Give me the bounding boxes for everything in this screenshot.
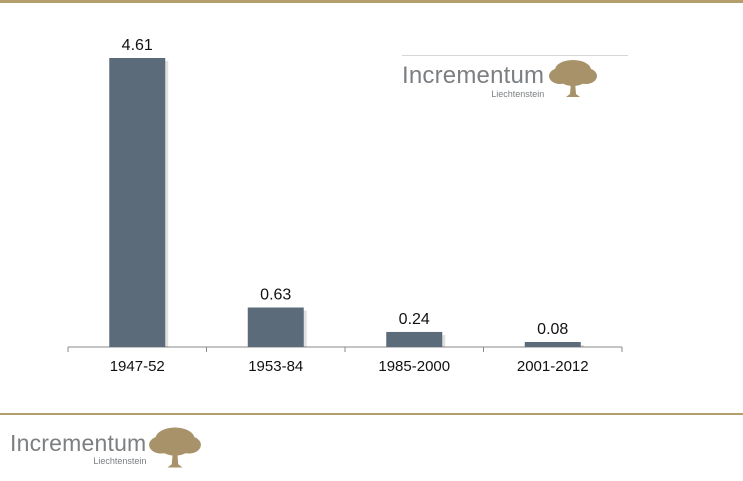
category-tick-label: 1985-2000 — [378, 358, 450, 375]
logo-rule — [402, 55, 628, 56]
bar-1953-84 — [247, 307, 304, 347]
bar-chart: 4.61 1947-52 0.63 1953-84 0.24 1985-2000 0.08 2… — [67, 37, 623, 375]
logo-subtitle: Liechtenstein — [491, 89, 545, 99]
bar-2001-2012 — [524, 341, 581, 347]
bar-1947-52 — [109, 58, 166, 347]
top-divider — [0, 0, 743, 3]
bar-1985-2000 — [386, 331, 443, 347]
footer-tree-icon — [149, 427, 202, 468]
bar-value-label: 0.63 — [260, 287, 291, 304]
footer-logo-title: Incrementum — [10, 430, 147, 456]
logo-title: Incrementum — [402, 62, 545, 89]
bar-value-label: 0.08 — [537, 321, 568, 338]
chart-panel: 4.61 1947-52 0.63 1953-84 0.24 1985-2000 0.08 2… — [10, 12, 643, 388]
category-tick-label: 1953-84 — [248, 358, 303, 375]
footer-logo: Incrementum Liechtenstein — [10, 423, 202, 471]
category-tick-label: 2001-2012 — [517, 358, 589, 375]
bar-value-label: 4.61 — [122, 37, 153, 54]
category-tick-label: 1947-52 — [110, 358, 165, 375]
chart-logo: Incrementum Liechtenstein — [402, 55, 628, 103]
tree-icon — [549, 60, 598, 97]
footer-logo-subtitle: Liechtenstein — [93, 456, 147, 466]
bottom-divider — [0, 413, 743, 415]
bar-value-label: 0.24 — [399, 311, 430, 328]
